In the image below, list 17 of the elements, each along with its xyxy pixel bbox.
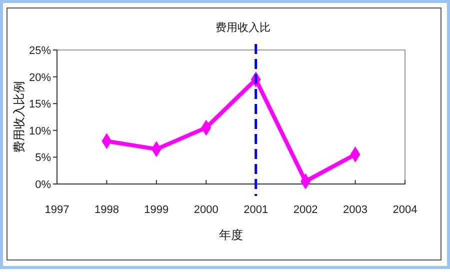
x-tick-label: 2004 (392, 204, 418, 216)
x-tick-label: 1998 (94, 204, 119, 216)
x-axis-title: 年度 (219, 228, 243, 242)
chart-title: 费用收入比 (216, 21, 270, 34)
x-tick-label: 1999 (144, 204, 169, 216)
y-tick-label: 20% (28, 72, 52, 84)
y-tick-label: 15% (28, 98, 52, 111)
x-tick-label: 2000 (194, 204, 218, 216)
y-tick-label: 25% (28, 45, 52, 57)
x-tick-label: 1997 (44, 204, 70, 216)
x-tick-label: 2003 (343, 204, 368, 216)
y-tick-label: 5% (35, 152, 52, 164)
y-axis-title: 费用收入比例 (12, 81, 26, 153)
y-tick-label: 0% (35, 179, 52, 191)
y-tick-label: 10% (28, 125, 52, 138)
x-tick-label: 2002 (293, 204, 318, 216)
x-tick-label: 2001 (244, 204, 268, 216)
